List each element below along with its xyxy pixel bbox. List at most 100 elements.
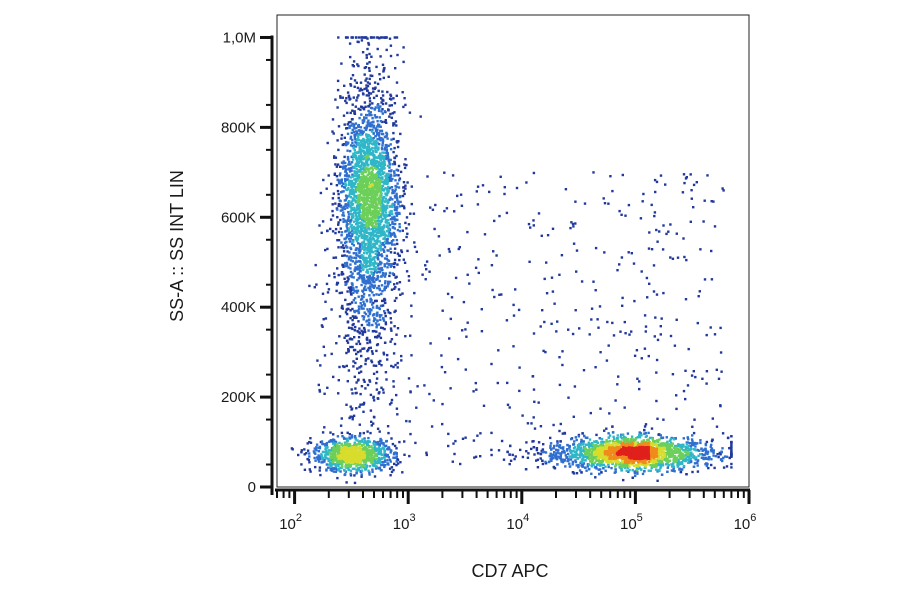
- data-point: [369, 264, 372, 267]
- data-point: [371, 229, 375, 232]
- data-point: [381, 232, 385, 235]
- data-point: [337, 246, 340, 249]
- data-point: [578, 469, 582, 472]
- data-point: [321, 220, 325, 223]
- data-point: [598, 472, 601, 476]
- data-point: [670, 469, 674, 472]
- data-point: [674, 455, 677, 458]
- data-point: [572, 225, 575, 228]
- data-point: [389, 311, 392, 315]
- data-point: [354, 174, 357, 177]
- data-point: [703, 278, 707, 281]
- data-point: [608, 440, 611, 443]
- data-point: [391, 216, 394, 219]
- data-point: [335, 459, 338, 462]
- data-point: [359, 167, 363, 171]
- data-point: [558, 446, 561, 449]
- data-point: [682, 389, 686, 393]
- data-point: [347, 200, 351, 203]
- data-point: [393, 251, 396, 254]
- data-point: [308, 461, 311, 464]
- data-point: [345, 240, 348, 244]
- data-point: [343, 365, 346, 369]
- data-point: [535, 447, 539, 450]
- data-point: [376, 459, 380, 463]
- data-point: [359, 227, 363, 231]
- data-point: [566, 448, 569, 451]
- data-point: [362, 255, 365, 258]
- data-point: [472, 390, 475, 393]
- data-point: [366, 154, 370, 157]
- data-point: [363, 303, 366, 306]
- data-point: [603, 202, 607, 205]
- data-point: [697, 454, 700, 457]
- data-point: [388, 458, 392, 461]
- data-point: [550, 455, 554, 458]
- data-point: [366, 268, 369, 272]
- data-point: [348, 275, 352, 278]
- data-point: [619, 330, 622, 333]
- data-point: [587, 468, 591, 471]
- data-point: [391, 272, 394, 275]
- data-point: [389, 340, 392, 343]
- data-point: [403, 261, 407, 264]
- data-point: [366, 206, 370, 209]
- data-point: [374, 256, 377, 259]
- data-point: [672, 451, 675, 454]
- data-point: [335, 342, 338, 345]
- data-point: [390, 241, 393, 245]
- data-point: [357, 195, 360, 198]
- data-point: [347, 174, 351, 177]
- data-point: [370, 238, 373, 241]
- data-point: [692, 455, 696, 458]
- data-point: [398, 205, 402, 208]
- data-point: [351, 392, 354, 395]
- data-point: [351, 184, 354, 187]
- data-point: [303, 448, 306, 451]
- data-point: [373, 440, 376, 443]
- data-point: [720, 458, 723, 461]
- data-point: [356, 86, 360, 90]
- data-point: [394, 184, 397, 188]
- data-point: [375, 304, 379, 308]
- data-point: [385, 146, 388, 149]
- data-point: [383, 216, 386, 220]
- data-point: [431, 208, 435, 211]
- data-point: [381, 112, 384, 115]
- data-point: [383, 460, 387, 463]
- data-point: [331, 455, 335, 458]
- data-point: [425, 451, 428, 454]
- data-point: [361, 213, 364, 217]
- data-point: [356, 159, 359, 162]
- data-point: [359, 210, 362, 214]
- data-point: [339, 227, 342, 230]
- data-point: [710, 278, 714, 281]
- data-point: [706, 452, 709, 456]
- data-point: [365, 281, 369, 284]
- data-point: [351, 158, 355, 161]
- data-point: [394, 212, 398, 215]
- data-point: [354, 315, 357, 318]
- data-point: [545, 261, 548, 264]
- data-point: [690, 451, 693, 454]
- data-point: [556, 441, 559, 445]
- data-point: [357, 201, 360, 204]
- data-point: [315, 283, 318, 286]
- data-point: [672, 460, 676, 463]
- data-point: [382, 207, 385, 210]
- data-point: [367, 145, 371, 149]
- data-point: [671, 464, 674, 467]
- data-point: [382, 196, 386, 199]
- data-point: [345, 36, 348, 39]
- data-point: [581, 454, 585, 457]
- data-point: [384, 314, 387, 318]
- data-point: [595, 444, 598, 447]
- data-point: [564, 188, 568, 191]
- data-point: [407, 275, 411, 278]
- data-point: [346, 155, 350, 159]
- data-point: [375, 115, 379, 119]
- data-point: [675, 394, 678, 397]
- data-point: [366, 208, 369, 212]
- data-point: [382, 351, 385, 354]
- data-point: [346, 111, 349, 115]
